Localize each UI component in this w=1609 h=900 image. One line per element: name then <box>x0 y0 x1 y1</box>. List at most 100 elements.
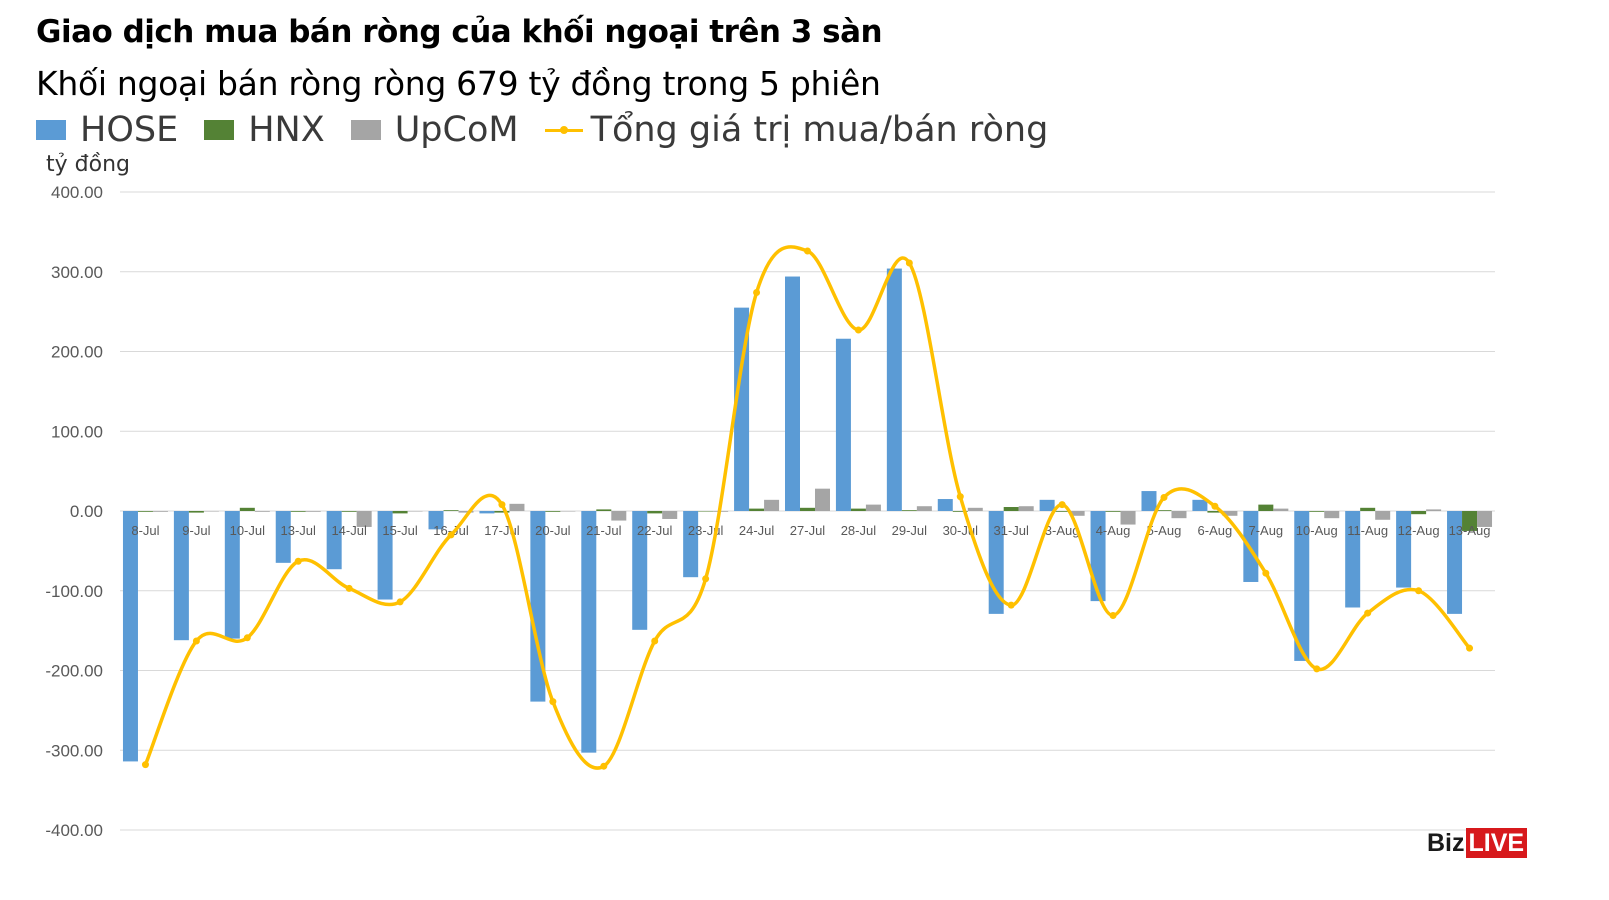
total-point <box>1007 601 1015 609</box>
y-tick-label: 100.00 <box>51 422 103 441</box>
total-point <box>1109 611 1117 619</box>
bar-hose <box>1243 511 1259 582</box>
bar-hose <box>1447 511 1463 614</box>
bar-hose <box>377 511 393 600</box>
x-tick-label: 14-Jul <box>331 523 367 538</box>
y-tick-label: 400.00 <box>51 183 103 202</box>
bar-upcom <box>356 511 372 527</box>
total-point <box>651 637 659 645</box>
bar-hose <box>886 268 902 511</box>
bar-upcom <box>254 511 270 512</box>
bar-hose <box>1396 511 1412 588</box>
bar-hnx <box>545 511 561 512</box>
bar-hose <box>428 511 444 530</box>
bar-upcom <box>1069 511 1085 516</box>
bar-upcom <box>560 511 576 512</box>
bar-upcom <box>611 511 627 521</box>
bar-upcom <box>815 488 830 511</box>
bar-hnx <box>850 508 866 511</box>
bar-hose <box>530 511 546 702</box>
line-marker-swatch-icon <box>544 123 583 137</box>
logo-text-biz: Biz <box>1427 829 1465 857</box>
legend-item-hose: HOSE <box>36 110 178 150</box>
x-tick-label: 8-Jul <box>131 523 159 538</box>
y-tick-label: -400.00 <box>45 821 103 840</box>
x-tick-label: 21-Jul <box>586 523 622 538</box>
chart-title: Giao dịch mua bán ròng của khối ngoại tr… <box>36 14 883 50</box>
total-point <box>1058 501 1066 509</box>
total-point <box>1466 644 1474 652</box>
bar-hnx <box>1258 504 1274 511</box>
bar-hnx <box>188 511 204 513</box>
total-point <box>854 326 862 334</box>
x-tick-label: 4-Aug <box>1096 523 1131 538</box>
total-point <box>498 501 506 509</box>
bar-hose <box>785 276 800 511</box>
total-point <box>345 584 353 592</box>
bar-hnx <box>1411 511 1427 515</box>
bar-upcom <box>1375 511 1391 520</box>
total-point <box>1211 502 1219 510</box>
total-point <box>294 557 302 565</box>
y-tick-label: 200.00 <box>51 343 103 362</box>
bar-hose <box>224 511 240 639</box>
bar-hnx <box>901 510 917 511</box>
bar-upcom <box>152 511 168 512</box>
x-tick-label: 29-Jul <box>892 523 928 538</box>
legend-label-hnx: HNX <box>248 110 325 150</box>
x-tick-label: 11-Aug <box>1347 523 1388 538</box>
x-tick-label: 7-Aug <box>1248 523 1283 538</box>
bar-upcom <box>1222 511 1238 516</box>
bar-hose <box>835 338 851 511</box>
bar-hose <box>1345 511 1361 608</box>
total-point <box>600 762 608 770</box>
x-tick-label: 10-Aug <box>1296 523 1338 538</box>
x-tick-label: 27-Jul <box>790 523 826 538</box>
bar-hnx <box>392 511 408 514</box>
bar-hose <box>937 499 953 511</box>
bar-hose <box>173 511 189 641</box>
bar-hose <box>683 511 699 578</box>
bar-upcom <box>1324 511 1340 519</box>
total-point <box>804 247 811 255</box>
bar-hnx <box>698 511 714 512</box>
total-point <box>905 259 913 267</box>
bar-hnx <box>290 511 306 512</box>
bar-upcom <box>1426 509 1442 511</box>
legend-label-hose: HOSE <box>80 110 179 150</box>
bar-hose <box>275 511 291 563</box>
total-point <box>753 288 761 296</box>
bar-hnx <box>239 507 255 511</box>
total-point <box>1313 665 1321 673</box>
bar-upcom <box>1477 511 1493 527</box>
x-tick-label: 13-Aug <box>1449 523 1491 538</box>
total-point <box>1364 609 1372 617</box>
y-tick-label: -300.00 <box>45 741 103 760</box>
total-point <box>1262 569 1270 577</box>
bar-hnx <box>647 511 663 514</box>
bar-upcom <box>662 511 678 519</box>
total-point <box>956 493 964 501</box>
bar-upcom <box>1171 511 1187 519</box>
legend-item-total: Tổng giá trị mua/bán ròng <box>544 110 1049 150</box>
bar-hose <box>122 511 138 762</box>
hose-swatch-icon <box>36 120 66 140</box>
bar-upcom <box>407 511 423 512</box>
chart-subtitle: Khối ngoại bán ròng ròng 679 tỷ đồng tro… <box>36 64 881 103</box>
upcom-swatch-icon <box>350 120 381 140</box>
y-tick-label: -100.00 <box>45 582 103 601</box>
bar-hnx <box>1156 510 1172 511</box>
bar-hnx <box>1105 511 1121 512</box>
bar-hnx <box>1003 507 1019 511</box>
bar-hnx <box>596 509 612 511</box>
y-tick-label: 0.00 <box>70 502 103 521</box>
y-axis-label: tỷ đồng <box>46 152 130 177</box>
bar-upcom <box>203 511 219 512</box>
legend-label-total: Tổng giá trị mua/bán ròng <box>590 110 1049 150</box>
bar-hnx <box>1207 511 1223 513</box>
bar-hose <box>734 307 750 511</box>
x-tick-label: 12-Aug <box>1398 523 1440 538</box>
x-tick-label: 5-Aug <box>1147 523 1182 538</box>
bar-upcom <box>1018 506 1034 511</box>
legend-label-upcom: UpCoM <box>394 110 519 150</box>
